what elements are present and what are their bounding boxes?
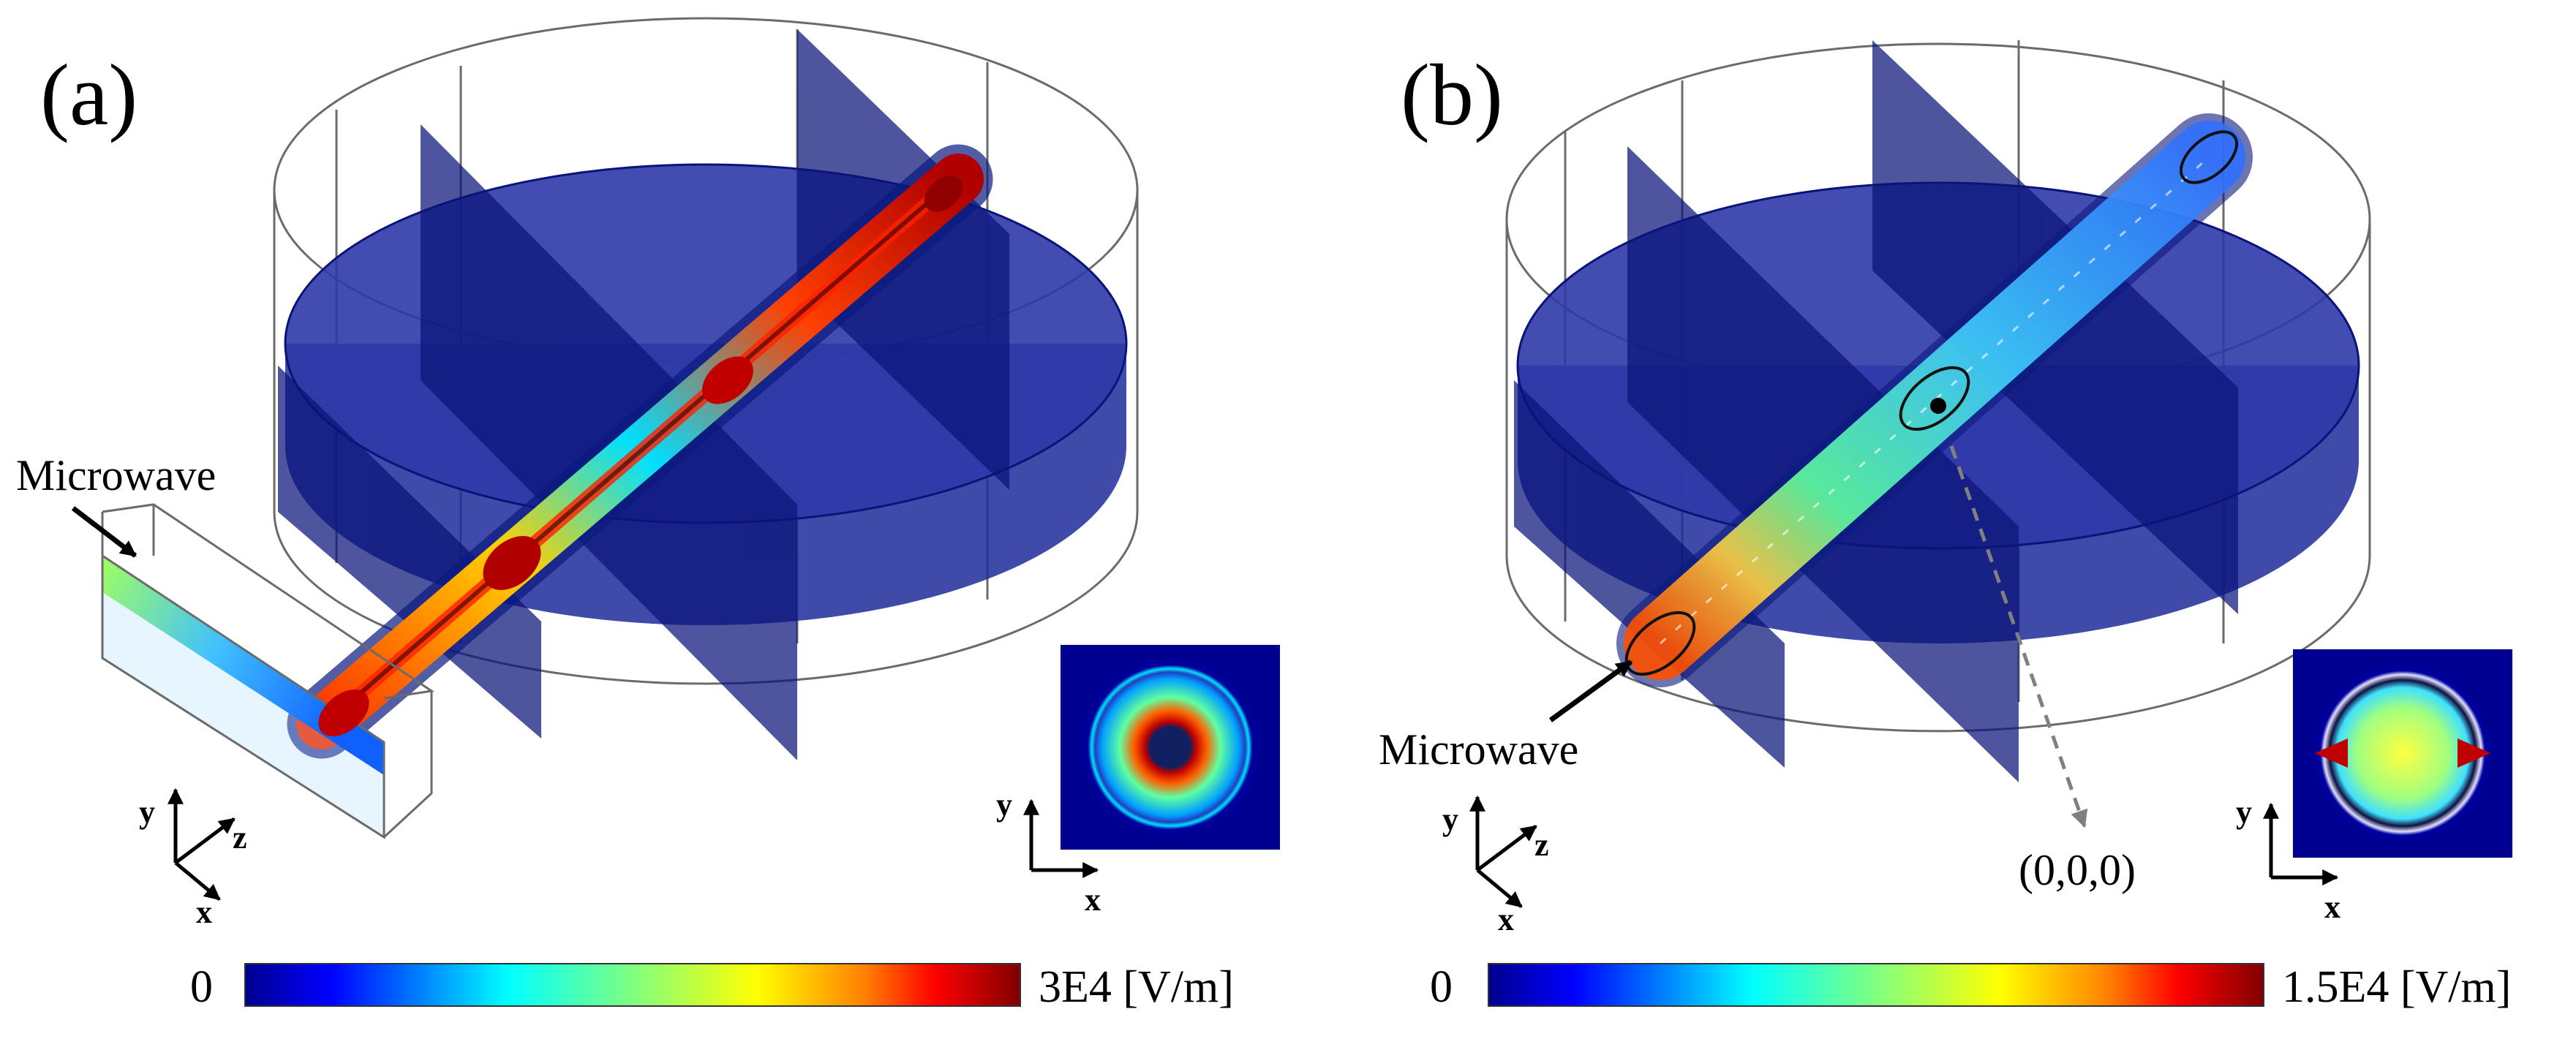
cross-section-inset xyxy=(2293,649,2512,858)
panel-a: (a) xyxy=(16,17,1280,1012)
inset-axis-x-label: x xyxy=(2324,889,2340,925)
microwave-arrow xyxy=(1548,660,1633,722)
axis-x-label: x xyxy=(1498,902,1514,937)
axis-triad-inset xyxy=(1023,798,1099,878)
colorbar-max-label: 1.5E4 [V/m] xyxy=(2282,962,2511,1012)
colorbar xyxy=(1488,963,2264,1007)
axis-y-label: y xyxy=(139,794,155,830)
panel-b: (b) xyxy=(1379,40,2512,1012)
axis-z-label: z xyxy=(1534,827,1549,863)
microwave-label: Microwave xyxy=(16,451,216,499)
axis-y-label: y xyxy=(1442,801,1458,837)
inset-axis-y-label: y xyxy=(996,787,1012,823)
axis-x-label: x xyxy=(196,894,212,930)
field-tube xyxy=(287,144,993,759)
inset-axis-y-label: y xyxy=(2236,794,2252,830)
panel-label: (a) xyxy=(40,46,138,143)
field-tube xyxy=(1616,113,2253,687)
cross-section-inset xyxy=(1061,645,1280,850)
axis-z-label: z xyxy=(233,820,247,855)
colorbar-min-label: 0 xyxy=(190,962,213,1012)
microwave-label: Microwave xyxy=(1379,725,1578,774)
colorbar-max-label: 3E4 [V/m] xyxy=(1039,962,1234,1012)
origin-arrow xyxy=(1949,445,2088,828)
colorbar-min-label: 0 xyxy=(1430,962,1453,1012)
origin-label: (0,0,0) xyxy=(2019,846,2136,894)
colorbar xyxy=(244,963,1021,1007)
axis-triad-main xyxy=(167,787,236,901)
microwave-arrow xyxy=(71,506,138,558)
waveguide-port xyxy=(101,503,435,839)
inset-axis-x-label: x xyxy=(1085,882,1101,918)
axis-triad-main xyxy=(1469,795,1537,908)
axis-triad-inset xyxy=(2263,802,2339,885)
panel-label: (b) xyxy=(1401,46,1503,143)
